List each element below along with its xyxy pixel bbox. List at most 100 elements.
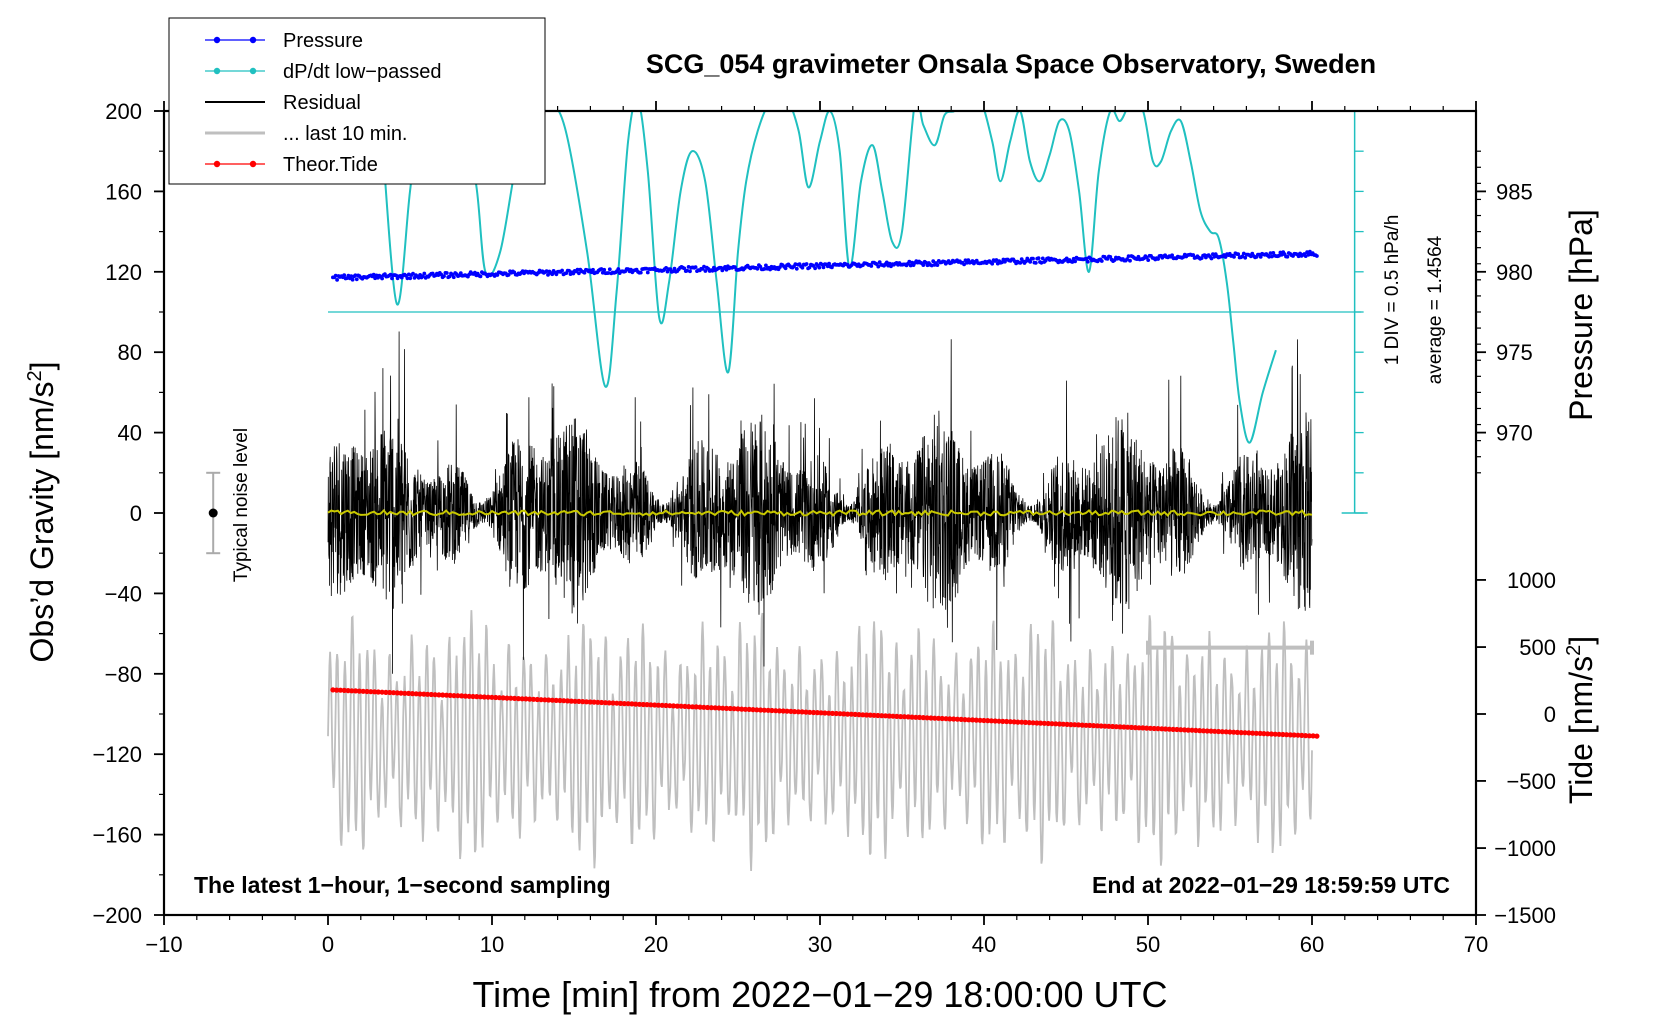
pressure-point xyxy=(1258,255,1263,259)
tide-point xyxy=(618,700,624,707)
tide-point xyxy=(890,713,896,719)
chart-title: SCG_054 gravimeter Onsala Space Observat… xyxy=(646,49,1376,79)
legend-label: Theor.Tide xyxy=(283,154,378,176)
pressure-point xyxy=(373,276,377,281)
tide-point xyxy=(557,697,563,704)
tide-point xyxy=(924,715,930,721)
footer-left: The latest 1−hour, 1−second sampling xyxy=(194,872,611,898)
pressure-point xyxy=(1073,259,1077,264)
pressure-point xyxy=(804,262,809,266)
pressure-point xyxy=(1156,257,1160,261)
pressure-point xyxy=(807,265,812,270)
tide-point xyxy=(477,694,484,700)
tide-point xyxy=(1250,730,1256,736)
tide-point xyxy=(493,694,499,701)
tide-point xyxy=(788,708,794,715)
pressure-point xyxy=(693,265,698,269)
pressure-point xyxy=(921,263,926,267)
tide-point xyxy=(898,714,904,720)
pressure-tick-label: 975 xyxy=(1496,340,1533,365)
tide-point xyxy=(1113,724,1119,730)
legend-label: dP/dt low−passed xyxy=(283,61,441,83)
tide-point xyxy=(428,691,434,698)
axes-layer: −10 0 10 20 30 40 50 60 70 200 160 120 80 40 0 −40 −80 −1… xyxy=(92,99,1556,957)
pressure-point xyxy=(1170,253,1174,258)
tide-point xyxy=(1242,730,1248,736)
tide-point xyxy=(977,717,983,723)
y-tick-label: −200 xyxy=(92,903,142,928)
tide-point xyxy=(353,688,359,694)
pressure-point xyxy=(546,273,550,277)
tide-point xyxy=(663,702,669,709)
tide-point xyxy=(1208,728,1214,734)
tide-point xyxy=(746,706,752,713)
x-tick-label: 40 xyxy=(972,932,996,957)
tide-point xyxy=(511,695,518,702)
tide-point xyxy=(939,715,945,722)
x-tick-label: 30 xyxy=(808,932,832,957)
tide-point xyxy=(848,711,855,717)
tide-point xyxy=(894,713,900,720)
tide-point xyxy=(954,716,961,722)
pressure-point xyxy=(813,266,817,271)
tide-point xyxy=(1030,720,1036,726)
tide-point xyxy=(1299,732,1305,739)
pressure-point xyxy=(688,269,692,274)
tide-point xyxy=(387,689,393,696)
pressure-point xyxy=(1028,260,1033,264)
tide-tick-label: −1500 xyxy=(1494,903,1556,928)
tide-point xyxy=(727,705,733,712)
tide-point xyxy=(1083,722,1089,728)
pressure-point xyxy=(827,261,831,266)
tide-point xyxy=(943,716,949,722)
pressure-point xyxy=(1018,261,1023,265)
pressure-point xyxy=(1031,256,1035,261)
tide-point xyxy=(826,710,832,716)
tide-point xyxy=(765,707,771,713)
y-axis-label-gravity-sup: 2 xyxy=(24,370,46,381)
pressure-point xyxy=(1125,257,1129,261)
legend-marker xyxy=(213,160,221,168)
tide-point xyxy=(860,712,866,718)
noise-bar-point xyxy=(208,508,218,518)
tide-point xyxy=(1125,724,1131,730)
tide-point xyxy=(360,688,366,694)
tide-point xyxy=(920,715,926,721)
pressure-point xyxy=(405,276,410,281)
tide-point xyxy=(1060,721,1066,727)
pressure-point xyxy=(1223,255,1228,259)
tide-point xyxy=(837,711,843,717)
pressure-point xyxy=(1000,260,1004,265)
tide-point xyxy=(1238,730,1244,736)
tide-point xyxy=(636,701,643,707)
y-axis-label-pressure: Pressure [hPa] xyxy=(1563,209,1599,421)
tide-point xyxy=(969,717,976,723)
tide-point xyxy=(625,701,631,707)
legend: Pressure dP/dt low−passed Residual ... last… xyxy=(168,17,546,185)
tide-point xyxy=(640,701,646,708)
tide-point xyxy=(773,708,779,714)
pressure-point xyxy=(668,267,673,271)
pressure-point xyxy=(724,267,729,272)
tide-point xyxy=(1246,730,1252,736)
tide-point xyxy=(1310,733,1316,739)
pressure-point xyxy=(388,272,393,277)
tide-point xyxy=(489,694,495,700)
y-tick-label: −40 xyxy=(105,581,142,606)
tide-point xyxy=(1287,732,1293,738)
tide-point xyxy=(1204,728,1210,734)
tide-point xyxy=(398,690,404,696)
tide-point xyxy=(474,694,480,700)
y-tick-label: −160 xyxy=(92,823,142,848)
pressure-point xyxy=(764,263,768,268)
tide-point xyxy=(962,717,968,723)
tide-point xyxy=(1022,719,1029,726)
pressure-point xyxy=(1240,254,1245,259)
tide-point xyxy=(833,710,839,717)
tide-point xyxy=(739,706,745,712)
legend-label: Residual xyxy=(283,92,361,114)
x-axis-label: Time [min] from 2022−01−29 18:00:00 UTC xyxy=(472,974,1167,1015)
pressure-point xyxy=(335,278,339,282)
pressure-point xyxy=(1033,261,1038,265)
x-tick-label: 50 xyxy=(1136,932,1160,957)
